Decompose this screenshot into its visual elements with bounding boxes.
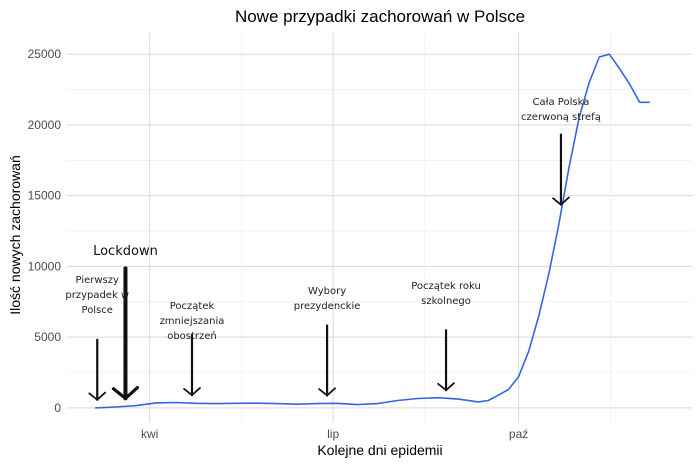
annotation-label: prezydenckie (294, 301, 361, 312)
annotation-label: zmniejszania (160, 316, 225, 327)
annotation-label: przypadek w (65, 290, 129, 301)
y-tick-label: 10000 (28, 259, 62, 273)
y-tick-label: 0 (54, 401, 61, 415)
annotation-arrow-head (88, 391, 107, 401)
y-axis-title: Ilość nowych zachorowań (7, 155, 23, 315)
y-tick-label: 15000 (28, 189, 62, 203)
chart-title: Nowe przypadki zachorowań w Polsce (235, 7, 525, 26)
annotation-label: Początek (170, 301, 215, 312)
annotation-label: Początek roku (411, 281, 481, 292)
tick-labels: 0 5000 10000 15000 20000 25000 kwi lip paź (28, 47, 529, 441)
annotation-arrow-head (437, 382, 455, 392)
annotation-label: Pierwszy (76, 275, 119, 286)
series-marks (95, 53, 650, 409)
annotation-arrow-head (111, 385, 140, 400)
annotation-arrow-head (552, 196, 570, 206)
series-line (95, 53, 650, 409)
annotation-arrow-head (183, 387, 201, 397)
annotation-label: czerwoną strefą (521, 112, 601, 123)
x-tick-label: lip (327, 427, 339, 441)
x-tick-label: paź (509, 427, 528, 441)
x-tick-label: kwi (141, 427, 158, 441)
y-tick-label: 5000 (34, 330, 61, 344)
x-axis-title: Kolejne dni epidemii (317, 442, 442, 458)
grid (67, 33, 692, 422)
annotation-label: Lockdown (93, 244, 158, 259)
annotation-arrow-head (318, 387, 336, 397)
annotations: Pierwszy przypadek w Polsce Lockdown Począte… (65, 97, 601, 401)
y-tick-label: 20000 (28, 118, 62, 132)
y-tick-label: 25000 (28, 47, 62, 61)
annotation-label: szkolnego (421, 296, 471, 307)
annotation-label: Polsce (82, 305, 113, 316)
annotation-label: Wybory (308, 286, 346, 297)
annotation-label: Cała Polska (533, 97, 590, 108)
